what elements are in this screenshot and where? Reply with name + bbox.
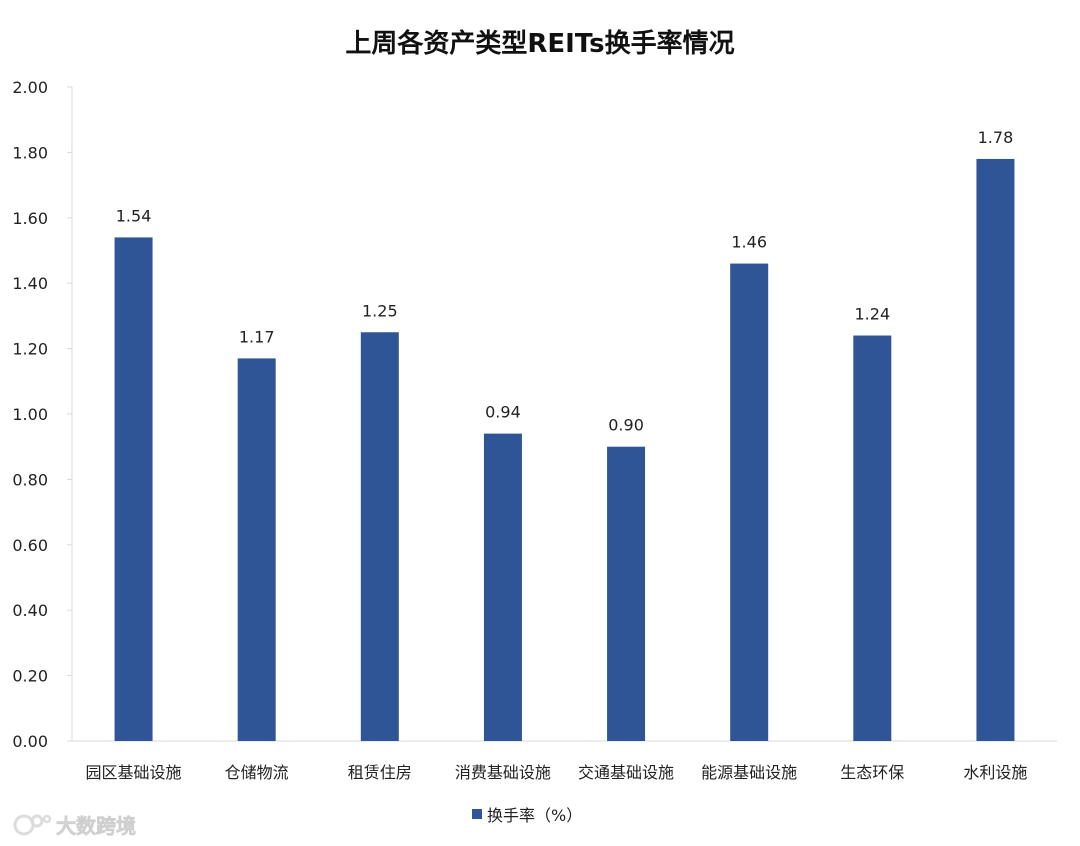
x-tick-label: 园区基础设施 [86, 763, 182, 782]
y-axis: 0.00 0.20 0.40 0.60 0.80 1.00 1.20 1.40 1.60 1.80… [12, 78, 73, 751]
bar [237, 358, 276, 741]
brand-logo-icon: 大数跨境 [13, 814, 136, 838]
x-axis: 园区基础设施 仓储物流 租赁住房 消费基础设施 交通基础设施 能源基础设施 生态环保 水利设施 [72, 740, 1057, 782]
y-tick-label: 1.00 [12, 405, 48, 424]
y-tick-label: 0.40 [12, 601, 48, 620]
y-tick-label: 0.60 [12, 536, 48, 555]
y-tick-label: 0.20 [12, 667, 48, 686]
data-label: 1.24 [855, 305, 891, 324]
bar-series [114, 158, 1015, 742]
y-tick-label: 0.00 [12, 732, 48, 751]
bar [853, 335, 892, 741]
y-tick-label: 1.80 [12, 143, 48, 162]
legend-swatch [472, 809, 482, 819]
x-tick-label: 仓储物流 [225, 763, 289, 782]
watermark: 大数跨境 [10, 808, 150, 842]
data-label: 1.25 [362, 301, 398, 320]
x-tick-label: 生态环保 [840, 763, 904, 782]
data-label: 1.46 [731, 233, 767, 252]
data-label: 1.17 [239, 327, 275, 346]
y-tick-label: 1.40 [12, 274, 48, 293]
data-label: 0.94 [485, 403, 521, 422]
bar [114, 237, 153, 742]
bar [483, 433, 522, 741]
chart-title: 上周各资产类型REITs换手率情况 [345, 28, 734, 59]
x-tick-label: 水利设施 [963, 763, 1027, 782]
legend: 换手率（%） [472, 806, 582, 825]
y-tick-label: 1.20 [12, 340, 48, 359]
bar [607, 446, 646, 741]
x-tick-label: 能源基础设施 [701, 763, 797, 782]
data-label: 1.78 [978, 128, 1014, 147]
legend-label: 换手率（%） [487, 806, 582, 825]
bar [976, 158, 1015, 741]
x-tick-label: 租赁住房 [348, 763, 412, 782]
bar [730, 263, 769, 741]
y-tick-label: 1.60 [12, 209, 48, 228]
y-tick-label: 2.00 [12, 78, 48, 97]
x-tick-label: 交通基础设施 [578, 763, 674, 782]
y-tick-label: 0.80 [12, 470, 48, 489]
watermark-text: 大数跨境 [56, 814, 136, 838]
data-label: 0.90 [608, 416, 644, 435]
x-tick-label: 消费基础设施 [455, 763, 551, 782]
data-label: 1.54 [116, 206, 152, 225]
bar [360, 332, 399, 741]
data-labels: 1.54 1.17 1.25 0.94 0.90 1.46 1.24 1.78 [116, 128, 1014, 435]
